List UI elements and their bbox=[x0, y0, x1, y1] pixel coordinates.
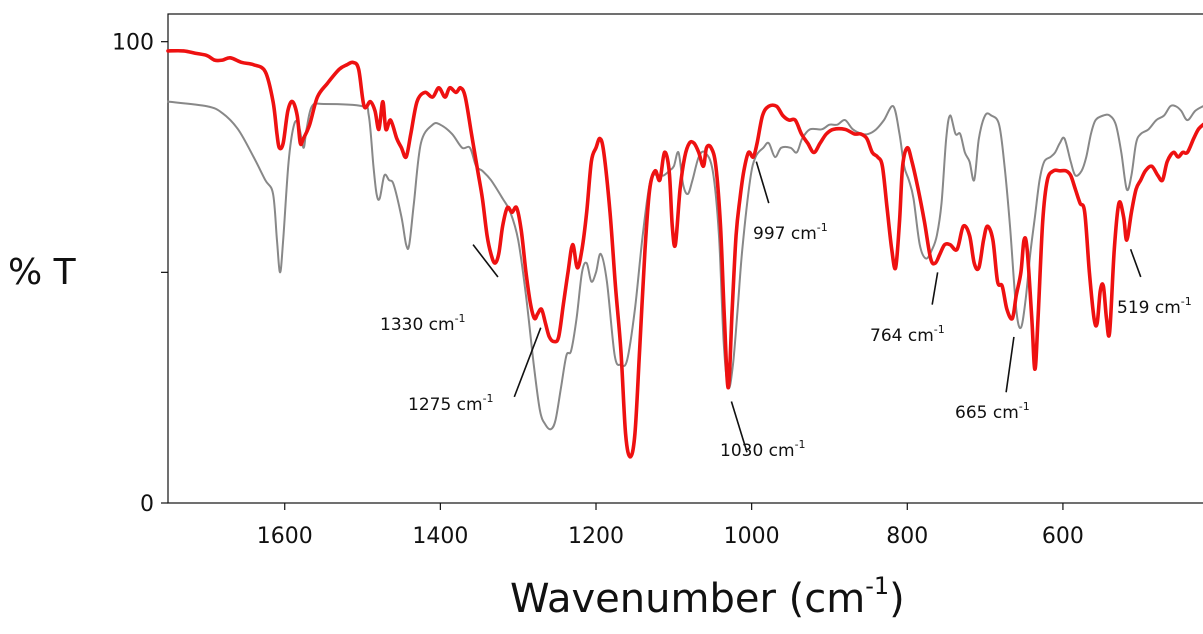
annotation-leader bbox=[755, 161, 770, 204]
annotation-label-main: 665 cm bbox=[955, 403, 1019, 423]
annotation-label-sup: -1 bbox=[1181, 295, 1192, 308]
annotation-label-sup: -1 bbox=[483, 392, 494, 405]
x-tick-label: 1000 bbox=[724, 524, 780, 549]
annotation-leader bbox=[730, 401, 748, 453]
y-tick-label: 0 bbox=[140, 492, 154, 517]
annotation-label-sup: -1 bbox=[817, 221, 828, 234]
annotation-label-main: 997 cm bbox=[753, 224, 817, 244]
annotation-label: 1030 cm-1 bbox=[720, 438, 806, 461]
series-layer bbox=[166, 48, 1203, 459]
x-axis-label-sup: -1 bbox=[865, 572, 889, 600]
annotation-label-sup: -1 bbox=[1019, 400, 1030, 413]
annotation-label: 764 cm-1 bbox=[870, 323, 945, 346]
annotation-leader bbox=[1129, 248, 1142, 278]
x-tick-label: 1200 bbox=[568, 524, 624, 549]
annotation-label-main: 1330 cm bbox=[380, 315, 455, 335]
annotation-leader bbox=[931, 272, 939, 305]
y-axis-label: % T bbox=[8, 252, 77, 293]
x-axis-label-close: ) bbox=[889, 576, 905, 622]
annotation-label-main: 1030 cm bbox=[720, 441, 795, 461]
x-axis-label: Wavenumber (cm-1) bbox=[510, 572, 905, 622]
series-line-gray bbox=[167, 100, 1203, 431]
annotation-label-sup: -1 bbox=[455, 312, 466, 325]
annotation-label: 519 cm-1 bbox=[1117, 295, 1192, 318]
annotation-label-sup: -1 bbox=[795, 438, 806, 451]
x-tick-label: 800 bbox=[886, 524, 928, 549]
annotation-label: 1330 cm-1 bbox=[380, 312, 466, 335]
annotation-leader bbox=[472, 244, 499, 278]
annotation-leader bbox=[1005, 336, 1015, 393]
annotation-label-main: 1275 cm bbox=[408, 395, 483, 415]
annotation-label-main: 764 cm bbox=[870, 326, 934, 346]
x-axis-label-main: Wavenumber (cm bbox=[510, 576, 865, 622]
y-tick-label: 100 bbox=[112, 31, 154, 56]
series-line-red bbox=[166, 48, 1203, 459]
annotation-label-sup: -1 bbox=[934, 323, 945, 336]
x-tick-label: 600 bbox=[1042, 524, 1084, 549]
annotation-label: 997 cm-1 bbox=[753, 221, 828, 244]
annotation-label: 665 cm-1 bbox=[955, 400, 1030, 423]
x-tick-label: 1400 bbox=[412, 524, 468, 549]
plot-frame bbox=[167, 13, 1203, 504]
annotation-leader bbox=[513, 327, 542, 398]
annotation-label-main: 519 cm bbox=[1117, 298, 1181, 318]
annotation-label: 1275 cm-1 bbox=[408, 392, 494, 415]
x-tick-label: 1600 bbox=[257, 524, 313, 549]
